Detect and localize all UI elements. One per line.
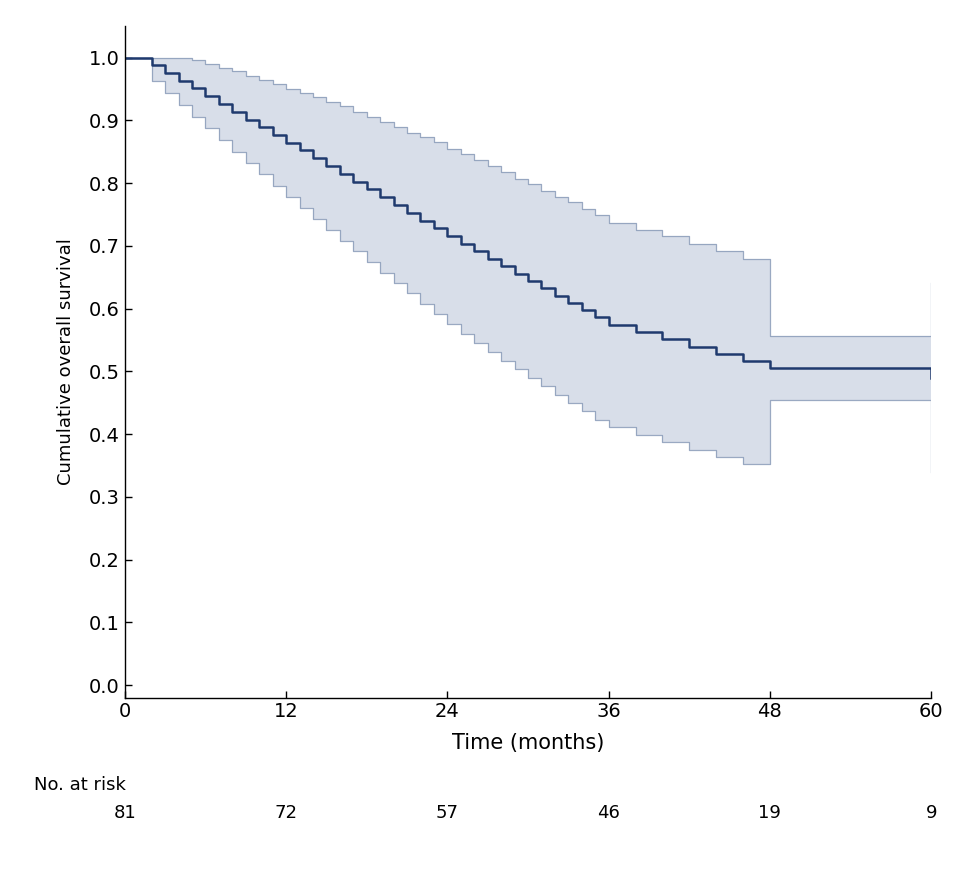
X-axis label: Time (months): Time (months) [452,732,604,753]
Y-axis label: Cumulative overall survival: Cumulative overall survival [57,238,75,486]
Text: 46: 46 [597,804,620,821]
Text: 9: 9 [925,804,937,821]
Text: No. at risk: No. at risk [34,776,126,794]
Text: 72: 72 [275,804,298,821]
Text: 19: 19 [758,804,781,821]
Text: 57: 57 [436,804,459,821]
Text: 81: 81 [113,804,136,821]
